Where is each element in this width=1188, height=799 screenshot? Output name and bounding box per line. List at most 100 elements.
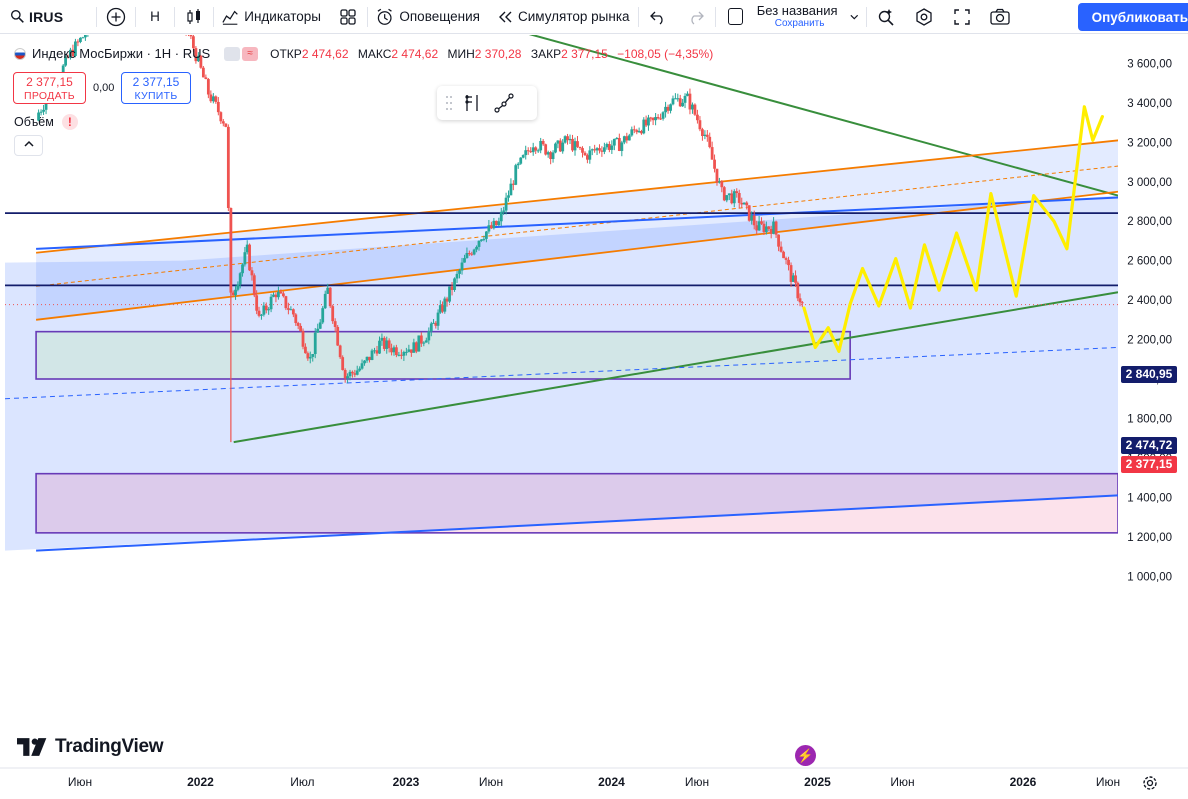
undo-button[interactable] xyxy=(639,0,677,34)
drag-handle-icon[interactable] xyxy=(445,95,453,111)
compare-badge-icon[interactable]: ≈ xyxy=(242,46,259,61)
forecast-path xyxy=(802,105,1104,353)
close-value: 2 377,15 xyxy=(561,46,608,61)
candle-body xyxy=(450,286,454,290)
price-chart[interactable]: 4 400,004 200,004 000,003 800,003 600,00… xyxy=(0,35,1188,799)
time-axis-label: 2025 xyxy=(804,775,831,789)
candle-body xyxy=(642,119,646,134)
settings-button[interactable] xyxy=(905,0,943,34)
trend-line-icon[interactable] xyxy=(493,92,515,114)
candle-body xyxy=(794,275,797,283)
indicators-label: Индикаторы xyxy=(244,9,321,24)
chart-type-button[interactable] xyxy=(175,0,213,34)
grid-icon xyxy=(340,8,356,25)
price-tag-level-1: 2 840,95 xyxy=(1121,366,1177,383)
candle-body xyxy=(526,150,530,152)
settings-hex-icon xyxy=(916,7,932,26)
price-axis-label: 3 600,00 xyxy=(1127,58,1172,70)
candle-body xyxy=(703,134,707,136)
publish-button[interactable]: Опубликовать xyxy=(1077,3,1188,31)
candle-body xyxy=(308,356,312,359)
candle-body xyxy=(499,211,503,222)
low-value: 2 370,28 xyxy=(474,46,522,61)
candle-body xyxy=(630,129,634,136)
time-axis-label: Июн xyxy=(68,775,92,789)
chevron-up-icon xyxy=(23,140,34,147)
time-axis-label: 2022 xyxy=(187,775,214,789)
candle-body xyxy=(686,93,689,96)
candle-body xyxy=(269,296,273,310)
candle-body xyxy=(373,350,376,352)
candle-body xyxy=(681,102,685,107)
interval-button[interactable]: H xyxy=(136,0,174,34)
candle-body xyxy=(509,183,513,196)
candle-body xyxy=(255,295,259,311)
collapse-legend-button[interactable] xyxy=(14,135,43,156)
chart-pane[interactable]: 4 400,004 200,004 000,003 800,003 600,00… xyxy=(0,35,1188,799)
legend-title[interactable]: Индекс МосБиржи · 1H · RUS xyxy=(32,46,211,61)
price-tag-last: 2 377,15 xyxy=(1121,456,1177,473)
candle-body xyxy=(250,270,254,276)
candle-body xyxy=(380,337,384,341)
candle-body xyxy=(561,142,565,152)
volume-label: Объём xyxy=(14,115,54,129)
candle-body xyxy=(264,305,268,311)
candle-body xyxy=(194,48,198,62)
layout-name-button[interactable]: Без названия Сохранить xyxy=(716,0,866,34)
candle-body xyxy=(669,104,672,111)
quick-search-button[interactable] xyxy=(867,0,905,34)
plus-circle-icon xyxy=(106,7,126,26)
open-label: ОТКР xyxy=(270,46,302,61)
time-axis-label: 2026 xyxy=(1010,775,1037,789)
fullscreen-icon xyxy=(954,8,970,25)
layout-title: Без названия xyxy=(756,2,838,18)
candle-body xyxy=(463,258,466,263)
candle-body xyxy=(328,287,332,307)
candle-body xyxy=(727,193,731,196)
candle-body xyxy=(346,376,349,379)
time-axis-bg xyxy=(0,768,1188,799)
candle-body xyxy=(622,136,626,143)
lightning-icon[interactable]: ⚡ xyxy=(795,745,816,766)
fib-retracement-icon[interactable] xyxy=(463,93,483,113)
candle-body xyxy=(531,147,535,153)
candle-body xyxy=(443,298,447,312)
layouts-button[interactable] xyxy=(329,0,367,34)
volume-indicator-legend[interactable]: Объём ! xyxy=(14,114,78,130)
candle-body xyxy=(76,41,80,43)
candle-body xyxy=(732,191,736,204)
candle-body xyxy=(199,55,203,68)
candle-body xyxy=(42,109,45,112)
close-label: ЗАКР xyxy=(530,46,562,61)
tradingview-logo[interactable]: TradingView xyxy=(17,736,164,758)
sell-button[interactable]: 2 377,15 ПРОДАТЬ xyxy=(13,72,86,104)
compare-button[interactable] xyxy=(97,0,135,34)
candle-body xyxy=(615,138,619,140)
divider xyxy=(367,6,368,27)
replay-button[interactable]: Симулятор рынка xyxy=(488,0,638,34)
warning-icon[interactable]: ! xyxy=(61,114,78,130)
indicators-button[interactable]: Индикаторы xyxy=(214,0,329,34)
candle-body xyxy=(551,152,555,160)
alarm-clock-icon xyxy=(377,8,392,25)
alerts-button[interactable]: Оповещения xyxy=(368,0,488,34)
camera-icon xyxy=(990,8,1010,25)
fullscreen-button[interactable] xyxy=(943,0,981,34)
gear-icon[interactable] xyxy=(1141,774,1159,792)
candle-body xyxy=(304,346,307,354)
buy-button[interactable]: 2 377,15 КУПИТЬ xyxy=(121,72,191,104)
candle-body xyxy=(747,205,751,221)
candle-body xyxy=(735,191,739,194)
open-value: 2 474,62 xyxy=(301,46,349,61)
high-value: 2 474,62 xyxy=(391,46,439,61)
candle-body xyxy=(789,265,793,282)
redo-button[interactable] xyxy=(677,0,715,34)
legend-toggle-button[interactable] xyxy=(224,46,241,61)
redo-icon xyxy=(691,11,704,25)
candle-body xyxy=(360,363,364,369)
candle-body xyxy=(549,152,553,160)
divider xyxy=(174,6,175,27)
snapshot-button[interactable] xyxy=(981,0,1019,34)
candle-body xyxy=(348,371,352,377)
symbol-search[interactable]: IRUS xyxy=(0,0,96,34)
